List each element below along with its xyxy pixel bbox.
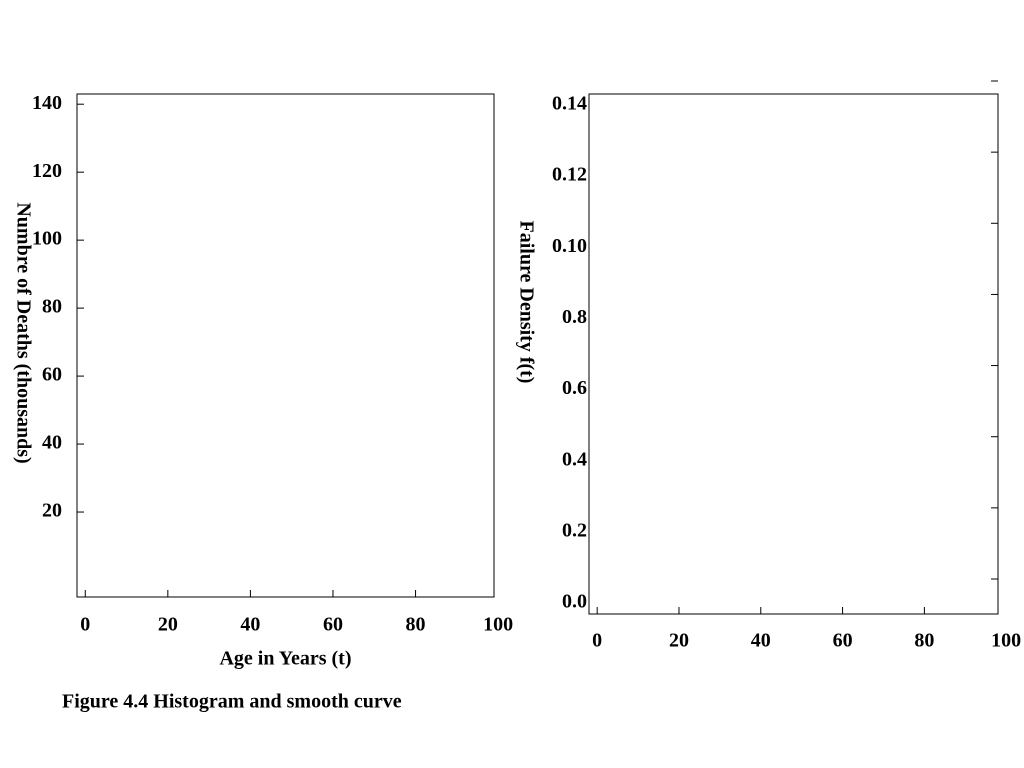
x-tick-label: 80	[914, 630, 934, 652]
y-tick-label: 80	[42, 296, 62, 318]
y-axis-title: Numbre of Deaths (thousands)	[12, 202, 34, 463]
y-tick-label: 0.4	[562, 448, 587, 470]
x-tick-label: 0	[592, 630, 602, 652]
y-tick-label: 0.6	[562, 377, 587, 399]
x-tick-label: 20	[158, 614, 178, 636]
x-tick-label: 60	[323, 614, 343, 636]
y-tick-label: 0.8	[562, 306, 587, 328]
caption: Figure 4.4 Histogram and smooth curve	[62, 691, 402, 713]
y-tick-label: 0.12	[552, 164, 587, 186]
x-tick-label: 100	[991, 630, 1021, 652]
plot-frame	[588, 93, 999, 615]
x-tick-label: 40	[240, 614, 260, 636]
y-tick-label: 140	[32, 92, 62, 114]
y-tick-label: 0.0	[562, 591, 587, 613]
y-tick-label: 0.10	[552, 235, 587, 257]
x-tick-label: 80	[406, 614, 426, 636]
y-axis-title: Failure Density f(t)	[515, 221, 537, 384]
y-tick-label: 40	[42, 432, 62, 454]
x-tick-label: 0	[80, 614, 90, 636]
x-axis-title: Age in Years (t)	[219, 648, 351, 670]
y-tick-label: 0.14	[552, 93, 587, 115]
x-tick-label: 100	[483, 614, 513, 636]
y-tick-label: 100	[32, 228, 62, 250]
x-tick-label: 60	[833, 630, 853, 652]
y-tick-label: 20	[42, 500, 62, 522]
x-tick-label: 40	[751, 630, 771, 652]
y-tick-label: 60	[42, 364, 62, 386]
y-tick-label: 0.2	[562, 519, 587, 541]
x-tick-label: 20	[669, 630, 689, 652]
plot-frame	[76, 93, 495, 598]
y-tick-label: 120	[32, 160, 62, 182]
